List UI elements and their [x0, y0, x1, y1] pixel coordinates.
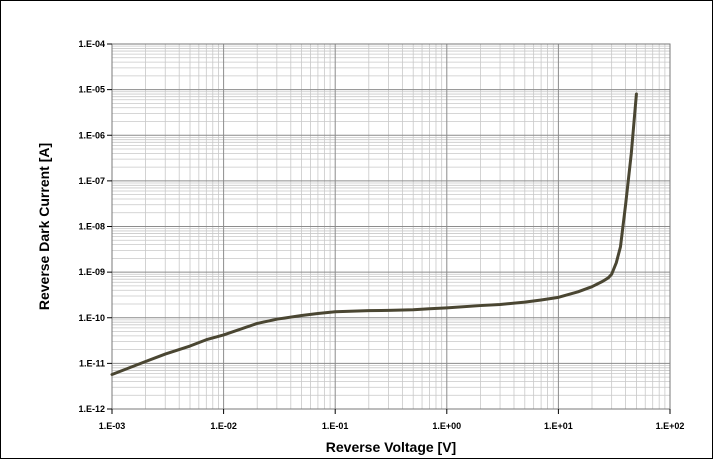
x-axis-title: Reverse Voltage [V]	[326, 439, 456, 455]
y-tick-label: 1.E-08	[78, 222, 105, 232]
y-tick-label: 1.E-10	[78, 313, 105, 323]
series-line-0	[110, 92, 638, 377]
y-tick-label: 1.E-11	[79, 358, 105, 368]
y-tick-label: 1.E-04	[78, 39, 105, 49]
y-axis-title: Reverse Dark Current [A]	[36, 143, 52, 310]
y-tick-label: 1.E-06	[78, 130, 105, 140]
y-tick-label: 1.E-09	[78, 267, 105, 277]
x-tick-label: 1.E-02	[210, 421, 237, 431]
series-layer	[110, 92, 638, 377]
x-axis-tick-labels: 1.E-03 1.E-02 1.E-01 1.E+00 1.E+01 1.E+02	[99, 421, 685, 431]
axis-ticks	[107, 43, 671, 414]
x-tick-label: 1.E+02	[656, 421, 685, 431]
y-tick-label: 1.E-05	[78, 85, 105, 95]
y-tick-label: 1.E-07	[78, 176, 105, 186]
x-tick-label: 1.E-01	[322, 421, 349, 431]
x-tick-label: 1.E+00	[432, 421, 461, 431]
major-gridlines	[111, 43, 671, 410]
x-tick-label: 1.E-03	[99, 421, 126, 431]
y-tick-label: 1.E-12	[78, 404, 105, 414]
x-tick-label: 1.E+01	[544, 421, 573, 431]
y-axis-tick-labels: 1.E-12 1.E-11 1.E-10 1.E-09 1.E-08 1.E-07 1.E-…	[78, 39, 105, 414]
